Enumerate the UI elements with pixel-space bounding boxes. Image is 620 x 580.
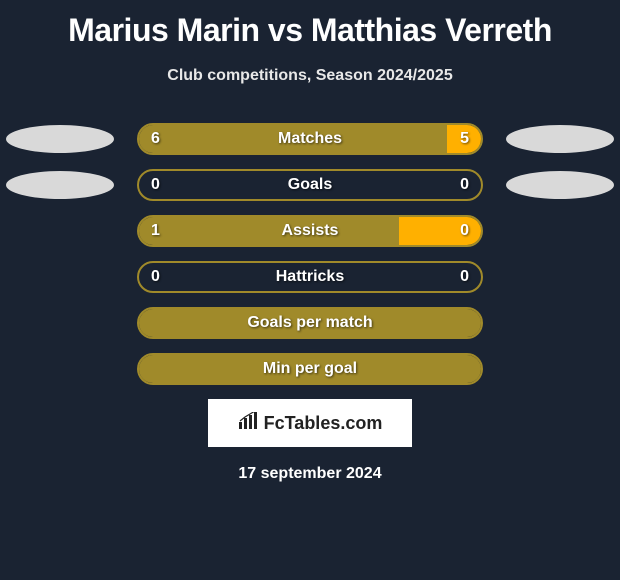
stat-value-right: 0	[460, 222, 469, 240]
stat-row: 0 Goals 0	[0, 169, 620, 201]
stat-row: 0 Hattricks 0	[0, 261, 620, 293]
stat-label: Matches	[278, 130, 342, 148]
stat-label: Assists	[282, 222, 339, 240]
stat-label: Hattricks	[276, 268, 344, 286]
stat-label: Min per goal	[263, 360, 357, 378]
subtitle: Club competitions, Season 2024/2025	[0, 67, 620, 85]
stat-value-right: 0	[460, 268, 469, 286]
stat-value-left: 0	[151, 176, 160, 194]
stat-bar: 0 Hattricks 0	[137, 261, 483, 293]
player2-badge	[506, 171, 614, 199]
player2-badge	[506, 125, 614, 153]
bars-icon	[238, 412, 260, 435]
stat-value-right: 0	[460, 176, 469, 194]
stats-chart: 6 Matches 5 0 Goals 0 1 Assists 0 0 Hattricks 0 Goal…	[0, 123, 620, 385]
stat-label: Goals	[288, 176, 332, 194]
bar-fill-left	[139, 217, 399, 245]
stat-row: Min per goal	[0, 353, 620, 385]
logo-brand: FcTables.com	[264, 413, 383, 434]
page-title: Marius Marin vs Matthias Verreth	[0, 0, 620, 49]
stat-value-left: 6	[151, 130, 160, 148]
stat-value-left: 1	[151, 222, 160, 240]
stat-row: Goals per match	[0, 307, 620, 339]
logo-box: FcTables.com	[208, 399, 412, 447]
date-text: 17 september 2024	[0, 465, 620, 483]
player1-badge	[6, 171, 114, 199]
stat-row: 1 Assists 0	[0, 215, 620, 247]
player1-name: Marius Marin	[68, 12, 259, 48]
stat-bar: Goals per match	[137, 307, 483, 339]
stat-bar: 1 Assists 0	[137, 215, 483, 247]
player2-name: Matthias Verreth	[311, 12, 552, 48]
stat-bar: Min per goal	[137, 353, 483, 385]
stat-bar: 0 Goals 0	[137, 169, 483, 201]
logo-text: FcTables.com	[238, 412, 383, 435]
player1-badge	[6, 125, 114, 153]
vs-text: vs	[268, 12, 303, 48]
stat-row: 6 Matches 5	[0, 123, 620, 155]
stat-value-right: 5	[460, 130, 469, 148]
stat-bar: 6 Matches 5	[137, 123, 483, 155]
stat-label: Goals per match	[247, 314, 372, 332]
stat-value-left: 0	[151, 268, 160, 286]
